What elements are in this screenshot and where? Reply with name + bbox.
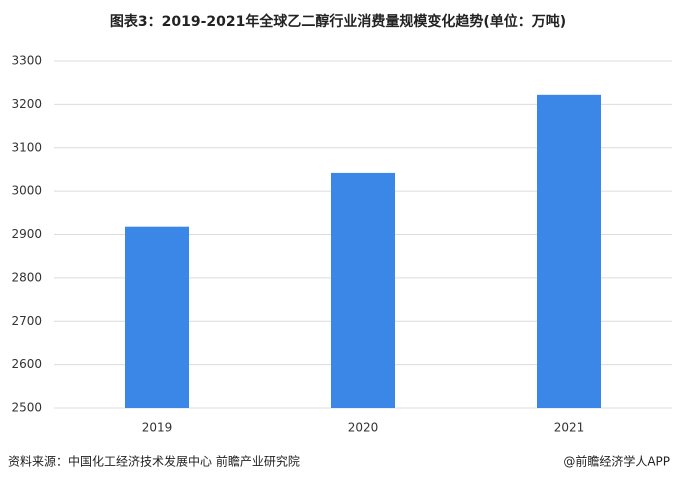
- y-tick-label: 3300: [11, 54, 42, 68]
- x-tick-label: 2019: [142, 421, 173, 435]
- y-tick-label: 2800: [11, 270, 42, 284]
- bar: [537, 94, 601, 409]
- bar: [125, 226, 189, 408]
- y-tick-label: 2500: [11, 401, 42, 415]
- y-tick-label: 3100: [11, 140, 42, 154]
- x-tick-label: 2021: [554, 421, 585, 435]
- y-tick-label: 2700: [11, 314, 42, 328]
- y-tick-label: 2900: [11, 227, 42, 241]
- y-tick-label: 3200: [11, 97, 42, 111]
- chart-title: 图表3：2019-2021年全球乙二醇行业消费量规模变化趋势(单位：万吨): [110, 13, 566, 30]
- source-note: 资料来源：中国化工经济技术发展中心 前瞻产业研究院: [8, 454, 300, 469]
- x-tick-label: 2020: [348, 421, 379, 435]
- y-tick-label: 2600: [11, 357, 42, 371]
- credit: @前瞻经济学人APP: [563, 454, 670, 469]
- y-tick-label: 3000: [11, 184, 42, 198]
- bar: [331, 172, 395, 408]
